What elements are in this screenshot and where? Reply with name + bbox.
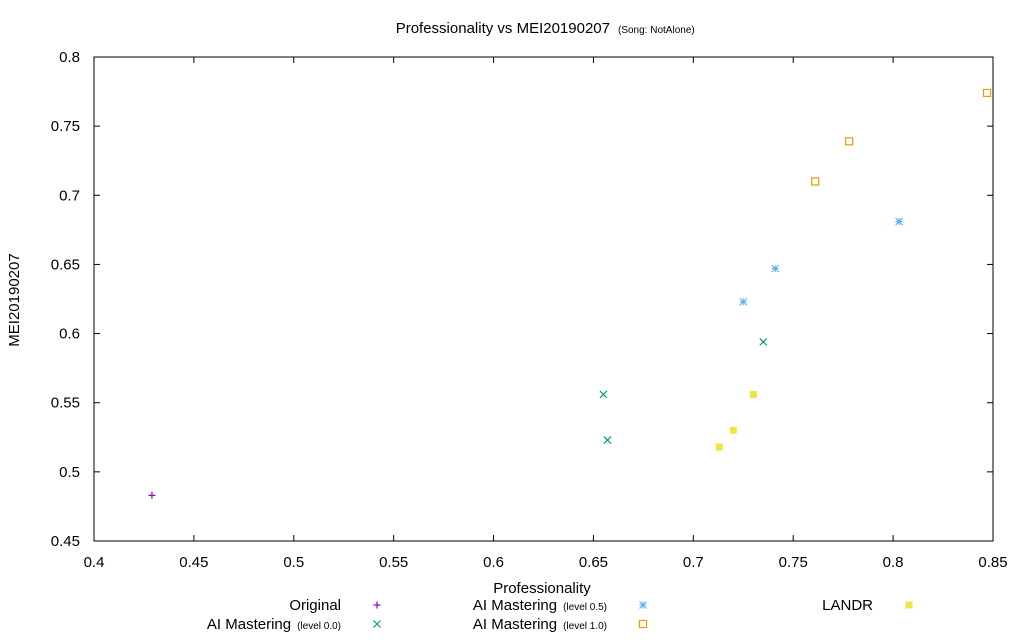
legend-marker-filled-square [905, 601, 913, 609]
x-tick-label: 0.8 [883, 554, 904, 571]
y-axis-label: MEI20190207 [6, 253, 23, 346]
data-point-open-square [845, 137, 854, 146]
data-point-plus [148, 491, 156, 499]
x-tick-label: 0.6 [483, 554, 504, 571]
data-point-cross [603, 436, 612, 444]
data-point-cross [599, 390, 608, 399]
legend-marker-open-square [638, 619, 648, 629]
legend-series-name: AI Mastering [207, 616, 291, 633]
x-tick-label: 0.4 [84, 554, 105, 571]
chart-subtitle-text: (Song: NotAlone) [618, 25, 695, 36]
x-tick-label: 0.75 [779, 554, 808, 571]
x-tick-label: 0.45 [179, 554, 208, 571]
x-axis-label: Professionality [493, 580, 591, 597]
legend-series-name: AI Mastering [473, 616, 557, 633]
y-tick-label: 0.6 [59, 326, 80, 343]
legend-item: LANDR [822, 597, 913, 614]
axis-ticks [93, 56, 994, 542]
y-tick-label: 0.45 [51, 533, 80, 550]
data-point-open-square [811, 177, 820, 186]
data-points [148, 88, 992, 499]
y-tick-label: 0.5 [59, 464, 80, 481]
legend-label: Original [289, 597, 341, 614]
legend-label: AI Mastering (level 1.0) [473, 616, 607, 633]
legend-label: AI Mastering (level 0.5) [473, 597, 607, 614]
legend-series-level: (level 0.0) [297, 621, 341, 632]
y-tick-label: 0.75 [51, 118, 80, 135]
legend-item: AI Mastering (level 0.0) [207, 616, 381, 633]
x-tick-label: 0.55 [379, 554, 408, 571]
x-tick-labels: 0.4 0.45 0.5 0.55 0.6 0.65 0.7 0.75 0.8 0.85 [84, 554, 1008, 571]
legend-series-name: LANDR [822, 597, 873, 614]
chart-title: Professionality vs MEI20190207 (Song: No… [396, 20, 695, 37]
legend-item: AI Mastering (level 1.0) [473, 616, 648, 633]
legend-series-name: AI Mastering [473, 597, 557, 614]
data-point-open-square [982, 88, 992, 98]
y-tick-label: 0.65 [51, 256, 80, 273]
legend-series-level: (level 1.0) [563, 621, 607, 632]
legend-marker-plus [373, 601, 381, 609]
x-tick-label: 0.7 [683, 554, 704, 571]
y-tick-label: 0.55 [51, 395, 80, 412]
legend-marker-star [639, 601, 647, 609]
legend-item: AI Mastering (level 0.5) [473, 597, 647, 614]
y-tick-label: 0.7 [59, 187, 80, 204]
x-tick-label: 0.65 [579, 554, 608, 571]
y-tick-label: 0.8 [59, 49, 80, 66]
legend-series-name: Original [289, 597, 341, 614]
legend-item: Original [289, 597, 381, 614]
data-point-star [739, 297, 748, 306]
x-tick-label: 0.5 [283, 554, 304, 571]
legend-series-level: (level 0.5) [563, 602, 607, 613]
legend-label: LANDR [822, 597, 873, 614]
data-point-filled-square [749, 390, 757, 398]
data-point-filled-square [715, 443, 723, 451]
data-point-star [895, 217, 903, 226]
data-point-star [771, 264, 780, 273]
data-point-filled-square [729, 426, 737, 434]
y-tick-labels: 0.45 0.5 0.55 0.6 0.65 0.7 0.75 0.8 [51, 49, 80, 550]
chart-title-text: Professionality vs MEI20190207 [396, 20, 610, 37]
plot-frame [93, 56, 994, 542]
legend-label: AI Mastering (level 0.0) [207, 616, 341, 633]
x-tick-label: 0.85 [978, 554, 1007, 571]
legend-marker-cross [373, 620, 381, 628]
data-point-cross [759, 337, 768, 346]
